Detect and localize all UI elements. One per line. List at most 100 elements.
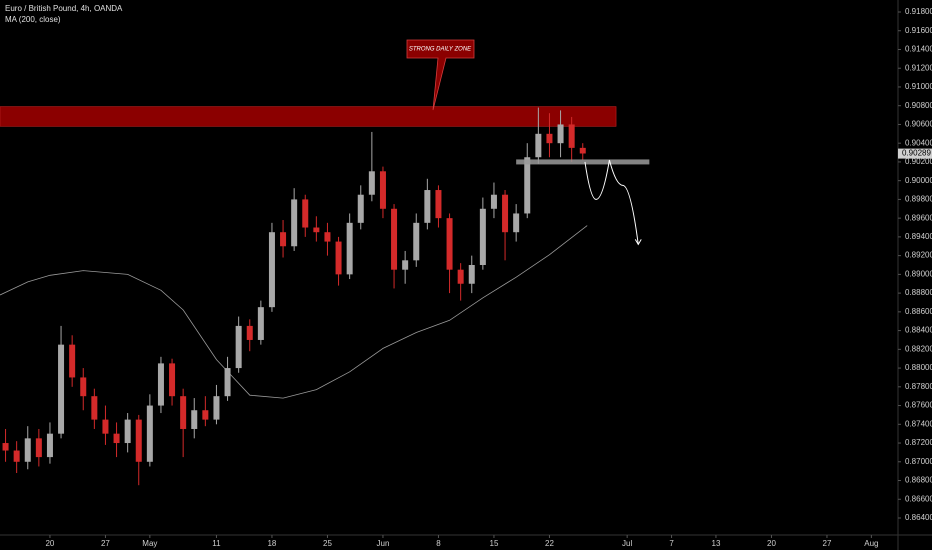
y-tick-label: 0.88400 xyxy=(905,326,932,335)
x-tick-label: 27 xyxy=(823,539,832,548)
candle-body xyxy=(479,208,486,265)
x-tick-label: Jul xyxy=(622,539,632,548)
candle-body xyxy=(24,438,31,462)
x-tick-label: 13 xyxy=(712,539,721,548)
projection-arrow xyxy=(634,239,642,246)
candle-body xyxy=(557,124,564,144)
y-tick-label: 0.88600 xyxy=(905,307,932,316)
candle-body xyxy=(35,438,42,458)
y-tick-label: 0.89800 xyxy=(905,195,932,204)
candle-body xyxy=(535,133,542,158)
candle-body xyxy=(413,222,420,261)
candle-body xyxy=(91,396,98,420)
price-tag xyxy=(898,148,932,159)
candle-body xyxy=(180,396,187,429)
x-tick-label: 25 xyxy=(323,539,332,548)
candle-body xyxy=(246,325,253,340)
y-tick-label: 0.90000 xyxy=(905,176,932,185)
y-tick-label: 0.86800 xyxy=(905,476,932,485)
y-tick-label: 0.90800 xyxy=(905,101,932,110)
y-tick-label: 0.91200 xyxy=(905,63,932,72)
candle-body xyxy=(402,260,409,270)
callout: STRONG DAILY ZONE xyxy=(406,39,475,111)
y-tick-label: 0.88000 xyxy=(905,363,932,372)
candle-body xyxy=(124,419,131,444)
candle-body xyxy=(435,190,442,219)
candle-body xyxy=(157,363,164,406)
y-tick-label: 0.88200 xyxy=(905,344,932,353)
candle-body xyxy=(268,232,275,308)
candle-body xyxy=(102,419,109,434)
x-tick-label: Aug xyxy=(864,539,878,548)
candle-body xyxy=(490,194,497,209)
y-tick-label: 0.88800 xyxy=(905,288,932,297)
moving-average xyxy=(0,225,588,399)
candle-body xyxy=(446,218,453,270)
projection-path xyxy=(584,159,639,245)
y-tick-label: 0.89200 xyxy=(905,251,932,260)
x-tick-label: 7 xyxy=(669,539,674,548)
candle-body xyxy=(302,199,309,228)
candle-body xyxy=(213,396,220,420)
y-tick-label: 0.89400 xyxy=(905,232,932,241)
y-tick-label: 0.86600 xyxy=(905,494,932,503)
candle-body xyxy=(502,194,509,233)
supply-zone xyxy=(0,106,617,127)
candle-body xyxy=(346,222,353,275)
x-tick-label: 22 xyxy=(545,539,554,548)
candle-body xyxy=(424,190,431,223)
y-tick-label: 0.91600 xyxy=(905,26,932,35)
candle-body xyxy=(2,443,9,451)
candle-body xyxy=(546,133,553,144)
candle-body xyxy=(13,450,20,462)
candle-body xyxy=(58,344,65,434)
y-tick-label: 0.90400 xyxy=(905,138,932,147)
candle-body xyxy=(335,241,342,275)
x-tick-label: 20 xyxy=(45,539,54,548)
candle-body xyxy=(46,433,53,458)
chart-title: Euro / British Pound, 4h, OANDA xyxy=(5,4,123,13)
candle-body xyxy=(379,171,386,209)
y-tick-label: 0.91800 xyxy=(905,7,932,16)
y-tick-label: 0.87200 xyxy=(905,438,932,447)
candle-body xyxy=(135,419,142,462)
candle-body xyxy=(113,433,120,444)
candle-body xyxy=(368,171,375,195)
price-tag-label: 0.90289 xyxy=(902,149,931,158)
x-tick-label: Jun xyxy=(377,539,390,548)
x-tick-label: 8 xyxy=(436,539,441,548)
candle-body xyxy=(169,363,176,397)
candle-body xyxy=(280,232,287,247)
callout-label: STRONG DAILY ZONE xyxy=(409,47,472,53)
x-tick-label: 20 xyxy=(767,539,776,548)
legend-entry: MA (200, close) xyxy=(5,15,61,24)
plot-area xyxy=(0,106,650,486)
callout-box xyxy=(406,39,475,111)
x-tick-label: 27 xyxy=(101,539,110,548)
y-tick-label: 0.87400 xyxy=(905,419,932,428)
y-tick-label: 0.89000 xyxy=(905,269,932,278)
candle-body xyxy=(146,405,153,462)
candle-body xyxy=(357,194,364,223)
candle-body xyxy=(391,208,398,270)
x-tick-label: 11 xyxy=(212,539,221,548)
candle-body xyxy=(69,344,76,378)
y-tick-label: 0.87600 xyxy=(905,401,932,410)
candle-body xyxy=(457,269,464,284)
candle-body xyxy=(524,157,531,214)
candle-body xyxy=(313,227,320,233)
y-tick-label: 0.91400 xyxy=(905,45,932,54)
x-tick-label: 18 xyxy=(267,539,276,548)
y-tick-label: 0.90200 xyxy=(905,157,932,166)
candle-body xyxy=(468,265,475,284)
candle-body xyxy=(579,147,586,154)
x-tick-label: May xyxy=(142,539,157,548)
y-tick-label: 0.87800 xyxy=(905,382,932,391)
candle-body xyxy=(568,124,575,148)
candle-body xyxy=(202,410,209,420)
candle-body xyxy=(80,377,87,397)
x-tick-label: 15 xyxy=(490,539,499,548)
